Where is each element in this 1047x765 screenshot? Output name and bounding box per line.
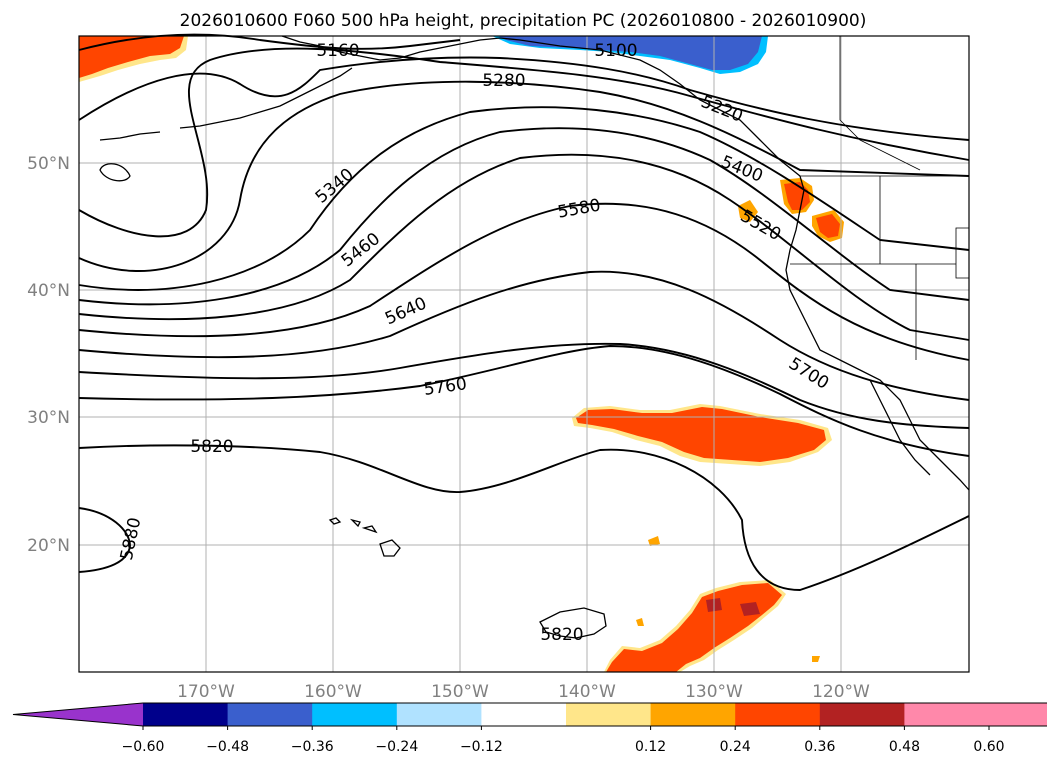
contour-5880	[78, 507, 131, 573]
lat-tick-label: 50°N	[27, 154, 70, 174]
colorbar-segment	[650, 703, 736, 726]
coast-hawaii-1	[328, 517, 342, 525]
lat-tick-label: 20°N	[27, 536, 70, 556]
coast-us-west	[785, 175, 970, 491]
colorbar-tick-label: 0.60	[973, 739, 1004, 755]
lat-tick-label: 40°N	[27, 281, 70, 301]
precip-patch-pnw-2-core	[816, 214, 840, 238]
coast-south-island	[539, 607, 607, 639]
colorbar-outline	[12, 702, 1047, 727]
colorbar-tick-label: 0.12	[635, 739, 666, 755]
precip-patch-nw-core	[79, 36, 184, 78]
colorbar-segment	[566, 703, 652, 726]
contour-5520	[78, 153, 970, 341]
colorbar-extend-low	[13, 703, 143, 726]
colorbar-segment	[143, 703, 229, 726]
colorbar-tick-label: −0.24	[375, 739, 418, 755]
longitude-ticks: 170°W 160°W 150°W 140°W 130°W 120°W	[177, 682, 870, 702]
colorbar-tick-label: −0.12	[460, 739, 503, 755]
contour-5280-loop	[78, 47, 970, 238]
colorbar-segment	[481, 703, 567, 726]
contour-label: 5160	[316, 41, 359, 61]
coast-hawaii-4	[379, 539, 401, 557]
coast-aleutian-chain	[99, 67, 353, 141]
contour-label: 5100	[594, 41, 637, 61]
precip-patch-central	[576, 407, 826, 462]
colorbar-segment	[904, 703, 990, 726]
colorbar-tick-label: −0.60	[122, 739, 165, 755]
lat-tick-label: 30°N	[27, 408, 70, 428]
contour-5160	[78, 33, 461, 51]
precip-patch-south-max2	[740, 602, 760, 616]
colorbar-segment	[989, 703, 1047, 726]
contour-5580	[78, 202, 970, 361]
colorbar-segment	[396, 703, 482, 726]
precip-patch-small-1	[648, 536, 660, 546]
coast-hawaii-3	[361, 525, 378, 534]
lon-tick-label: 160°W	[304, 682, 362, 702]
map-title: 2026010600 F060 500 hPa height, precipit…	[180, 11, 867, 31]
colorbar-tick-label: 0.48	[889, 739, 920, 755]
colorbar-segment	[735, 703, 821, 726]
map-panel: 5160 5280 5100 5220 5340 5400 5460 5520 …	[78, 33, 970, 673]
contour-5400	[78, 106, 970, 291]
contour-5340	[78, 80, 970, 272]
contour-5820	[78, 444, 970, 591]
colorbar-tick-label: −0.36	[291, 739, 334, 755]
contour-label: 5280	[482, 71, 525, 91]
contour-5700	[78, 342, 970, 429]
height-contours	[78, 33, 970, 591]
map-frame	[78, 35, 970, 673]
contour-5760	[78, 345, 970, 457]
lon-tick-label: 120°W	[812, 682, 870, 702]
precip-patch-small-2	[636, 618, 644, 626]
colorbar-segment	[312, 703, 398, 726]
contour-5460	[78, 127, 970, 306]
precip-patch-south	[606, 583, 782, 672]
colorbar-tick-label: 0.24	[720, 739, 751, 755]
coast-baja	[869, 379, 931, 476]
coast-hawaii-2	[349, 518, 361, 528]
coast-island-small	[99, 163, 131, 182]
precip-patch-small-3	[812, 656, 820, 662]
coastlines	[99, 35, 970, 639]
lon-tick-label: 130°W	[685, 682, 743, 702]
lon-tick-label: 170°W	[177, 682, 235, 702]
coast-alaska	[281, 35, 801, 177]
colorbar-tick-label: 0.36	[804, 739, 835, 755]
lon-tick-label: 140°W	[558, 682, 616, 702]
border-canada-bc	[839, 36, 921, 171]
gridlines	[79, 36, 969, 672]
colorbar-segment	[227, 703, 313, 726]
lon-tick-label: 150°W	[431, 682, 489, 702]
contour-label: 5820	[190, 437, 233, 457]
latitude-ticks: 50°N 40°N 30°N 20°N	[27, 154, 70, 556]
colorbar: −0.60 −0.48 −0.36 −0.24 −0.12 0.12 0.24 0.36 0.4…	[12, 702, 1047, 755]
colorbar-segment	[819, 703, 905, 726]
contour-5640	[78, 270, 970, 401]
contour-label: 5820	[540, 625, 583, 645]
contour-5220	[78, 56, 970, 141]
colorbar-tick-label: −0.48	[206, 739, 249, 755]
precip-patch-north-negative-core	[498, 36, 762, 70]
